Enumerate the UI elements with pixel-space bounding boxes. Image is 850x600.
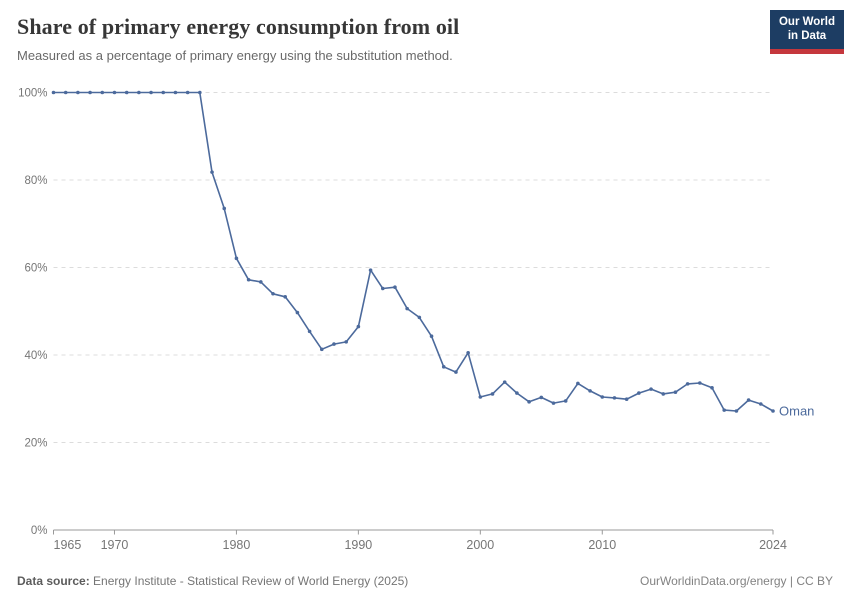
series-point <box>88 90 92 95</box>
series-point <box>405 306 409 311</box>
series-point <box>466 351 470 355</box>
y-axis-label-80%: 80% <box>24 175 47 187</box>
series-point <box>63 90 68 95</box>
x-axis-label-1965: 1965 <box>54 538 82 552</box>
series-point <box>759 402 763 406</box>
series-point <box>173 90 178 95</box>
series-point <box>149 90 153 95</box>
x-axis-label-2024: 2024 <box>759 538 787 552</box>
series-line-oman[interactable] <box>52 91 774 412</box>
series-point <box>368 268 373 272</box>
series-point <box>344 340 348 344</box>
series-point <box>551 401 556 405</box>
series-point <box>441 365 446 369</box>
series-point <box>771 409 775 413</box>
series-point <box>210 170 214 174</box>
series-point <box>600 395 605 399</box>
x-axis-label-2000: 2000 <box>466 538 494 552</box>
series-point <box>478 395 483 399</box>
series-point <box>198 90 202 95</box>
series-point <box>746 398 751 402</box>
series-point <box>356 324 361 329</box>
series-point <box>637 391 641 395</box>
x-axis-label-2010: 2010 <box>588 538 616 552</box>
series-point <box>137 90 141 95</box>
data-source-label: Data source: <box>17 574 90 588</box>
x-axis-label-1990: 1990 <box>344 538 372 552</box>
y-axis-label-0%: 0% <box>31 525 48 537</box>
series-point <box>112 90 117 95</box>
series-point <box>246 277 251 282</box>
series-point <box>515 391 519 395</box>
chart-subtitle: Measured as a percentage of primary ener… <box>17 48 453 64</box>
series-point <box>698 381 702 385</box>
series-point <box>100 90 105 95</box>
data-source-text: Energy Institute - Statistical Review of… <box>89 574 409 588</box>
data-source: Data source: Energy Institute - Statisti… <box>17 574 408 588</box>
series-point <box>624 397 629 401</box>
y-axis-label-60%: 60% <box>24 263 47 275</box>
series-point <box>588 389 592 393</box>
series-point <box>393 285 397 289</box>
series-point <box>563 399 568 403</box>
series-point <box>673 390 678 394</box>
series-point <box>710 386 714 390</box>
series-point <box>576 381 580 386</box>
series-point <box>502 380 507 384</box>
series-point <box>417 315 422 320</box>
series-point <box>76 90 80 95</box>
series-point <box>649 387 653 391</box>
series-point <box>307 329 312 334</box>
series-point <box>161 90 166 95</box>
series-point <box>490 392 495 396</box>
series-point <box>661 392 666 396</box>
series-point <box>51 90 56 95</box>
series-label-oman[interactable]: Oman <box>779 404 814 419</box>
y-axis-label-20%: 20% <box>24 438 47 450</box>
y-axis-label-40%: 40% <box>24 350 47 362</box>
series-point <box>234 256 239 261</box>
series-point <box>259 280 263 284</box>
series-point <box>380 286 385 291</box>
y-axis-label-100%: 100% <box>18 88 47 100</box>
license-link[interactable]: OurWorldinData.org/energy | CC BY <box>640 574 833 588</box>
series-point <box>429 334 434 338</box>
series-point <box>527 400 531 404</box>
series-point <box>722 408 727 412</box>
chart-header: Share of primary energy consumption from… <box>17 14 760 63</box>
series-point <box>539 395 544 400</box>
chart-footer: Data source: Energy Institute - Statisti… <box>17 574 833 588</box>
series-point <box>685 382 690 386</box>
page-title: Share of primary energy consumption from… <box>17 14 460 39</box>
x-axis-label-1980: 1980 <box>223 538 251 552</box>
series-point <box>222 206 227 211</box>
owid-logo[interactable]: Our World in Data <box>770 10 844 54</box>
series-point <box>271 291 275 296</box>
owid-logo-line2: in Data <box>787 29 827 42</box>
series-point <box>124 90 129 95</box>
series-point <box>332 342 336 346</box>
series-point <box>454 370 458 374</box>
series-point <box>283 295 288 299</box>
series-point <box>295 310 300 315</box>
series-point <box>612 396 617 400</box>
series-point <box>319 347 324 352</box>
series-point <box>185 90 190 95</box>
owid-logo-line1: Our World <box>778 16 835 28</box>
series-point <box>734 409 739 413</box>
x-axis-label-1970: 1970 <box>101 538 129 552</box>
